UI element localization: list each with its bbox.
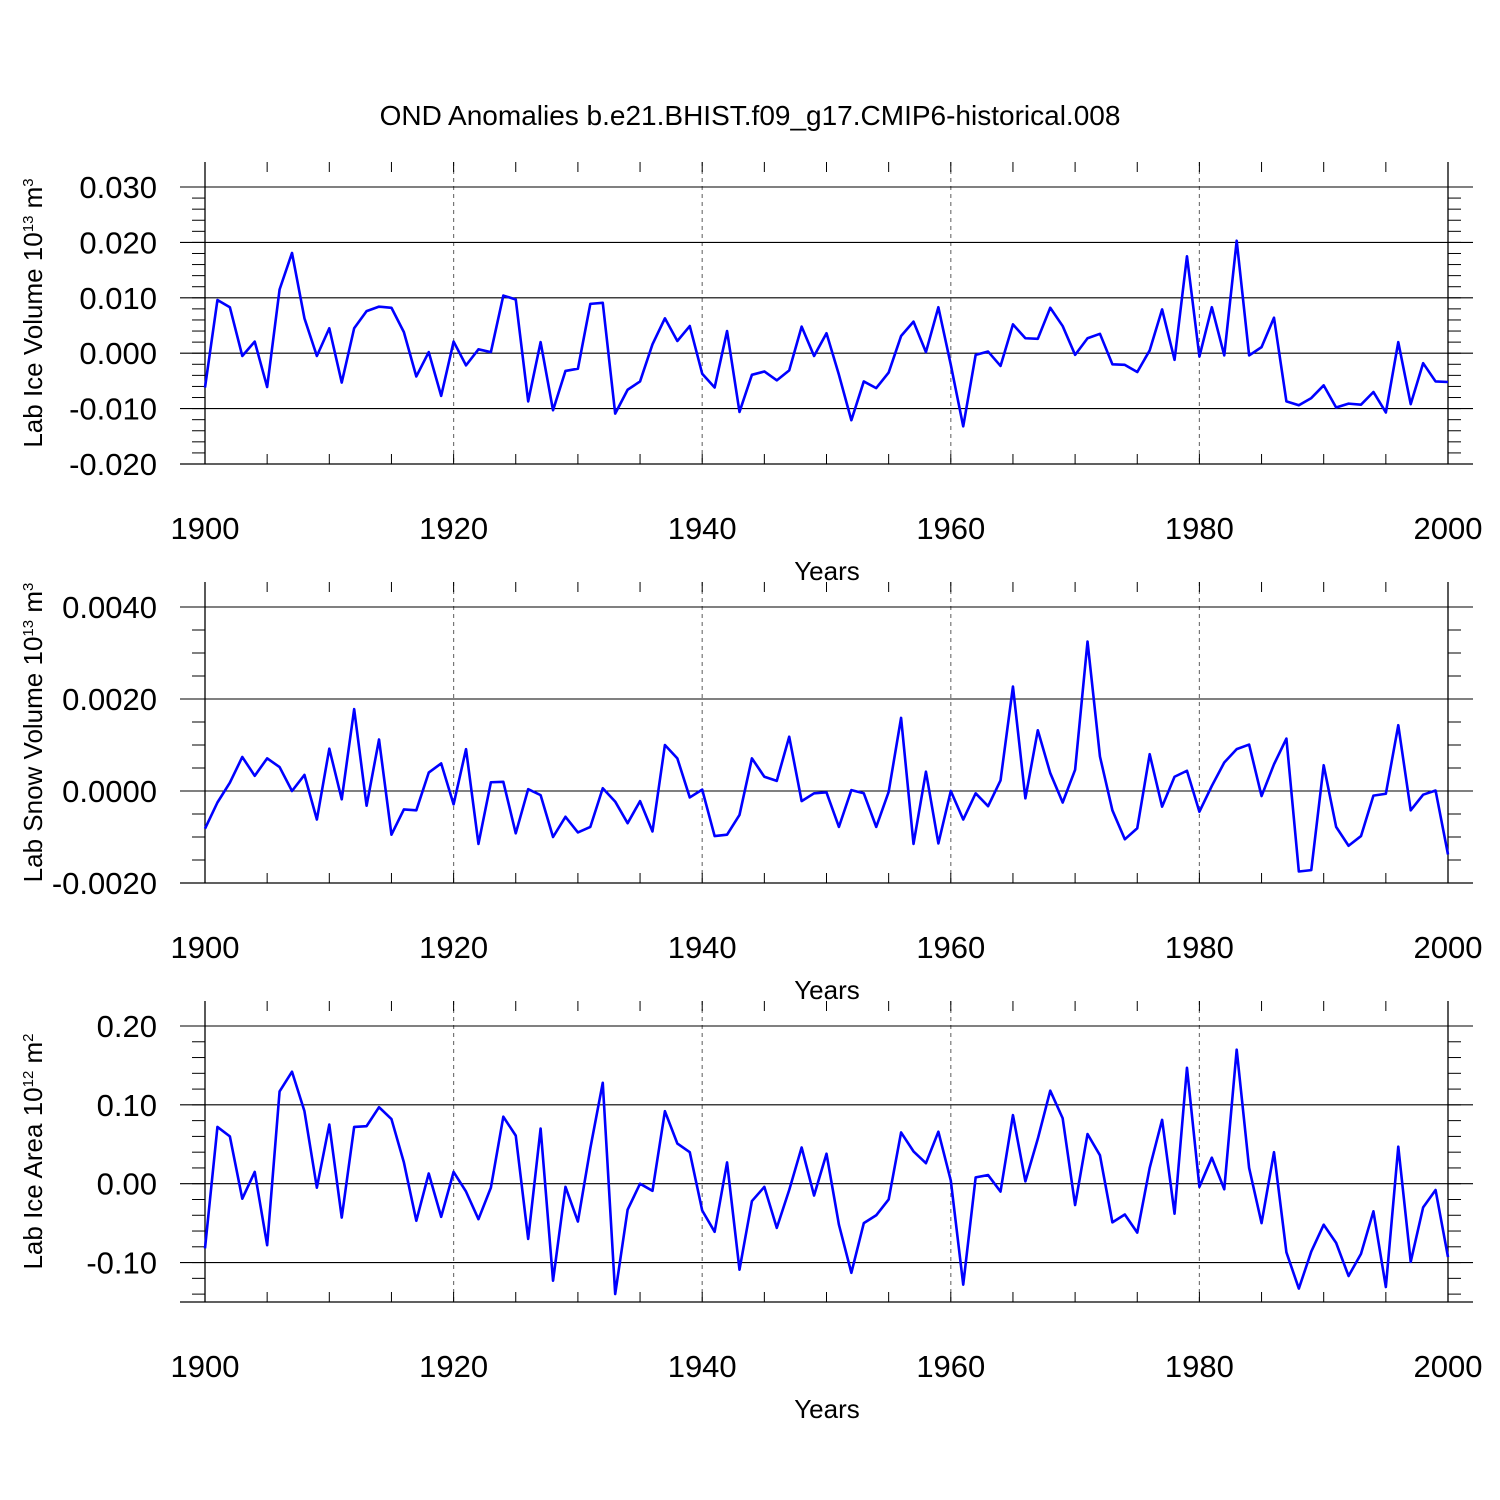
y-tick-label: 0.10 xyxy=(97,1088,157,1123)
x-tick-label: 1960 xyxy=(916,511,985,546)
x-tick-label: 1960 xyxy=(916,1349,985,1384)
x-tick-label: 2000 xyxy=(1414,511,1483,546)
x-tick-label: 1940 xyxy=(668,1349,737,1384)
y-axis-title-superscript: 2 xyxy=(20,1033,37,1041)
x-tick-label: 1940 xyxy=(668,930,737,965)
x-axis-title: Years xyxy=(794,1394,860,1424)
x-tick-label: 1940 xyxy=(668,511,737,546)
x-tick-label: 1900 xyxy=(171,1349,240,1384)
x-tick-label: 2000 xyxy=(1414,1349,1483,1384)
x-tick-label: 2000 xyxy=(1414,930,1483,965)
x-tick-label: 1980 xyxy=(1165,1349,1234,1384)
series-line-ice-area xyxy=(203,1048,1450,1296)
chart-title: OND Anomalies b.e21.BHIST.f09_g17.CMIP6-… xyxy=(380,100,1121,131)
x-axis-title: Years xyxy=(794,556,860,586)
y-axis-title-part: m xyxy=(18,1042,48,1071)
y-tick-label: 0.010 xyxy=(79,281,157,316)
y-tick-label: -0.020 xyxy=(69,447,157,482)
x-tick-label: 1900 xyxy=(171,511,240,546)
x-tick-label: 1920 xyxy=(419,930,488,965)
series-line-snow-volume xyxy=(203,640,1450,873)
panel-ice-volume: 1900 1920 1940 1960 1980 2000 -0.020 -0.010 0.00… xyxy=(18,162,1482,586)
y-axis-title: Lab Snow Volume 1013 m3 xyxy=(18,583,48,883)
x-tick-label: 1900 xyxy=(171,930,240,965)
series-line-ice-volume xyxy=(203,239,1449,428)
y-axis-title-part: m xyxy=(18,591,48,620)
x-tick-label: 1920 xyxy=(419,511,488,546)
y-axis-title: Lab Ice Volume 1013 m3 xyxy=(18,178,48,447)
y-tick-label: 0.030 xyxy=(79,170,157,205)
y-tick-label: -0.010 xyxy=(69,392,157,427)
x-tick-label: 1960 xyxy=(916,930,985,965)
x-tick-label: 1980 xyxy=(1165,511,1234,546)
y-tick-label: -0.0020 xyxy=(52,866,157,901)
y-axis-title-superscript: 13 xyxy=(20,620,37,637)
y-tick-label: 0.020 xyxy=(79,225,157,260)
y-tick-label: 0.00 xyxy=(97,1167,157,1202)
y-axis-title-part: Lab Ice Area 10 xyxy=(18,1087,48,1269)
y-axis-title-superscript: 12 xyxy=(20,1071,37,1088)
y-tick-label: 0.0020 xyxy=(62,682,157,717)
x-axis-title: Years xyxy=(794,975,860,1005)
y-axis-title-part: m xyxy=(18,187,48,216)
y-axis-title-superscript: 13 xyxy=(20,216,37,233)
y-axis-title-superscript: 3 xyxy=(20,178,37,186)
x-tick-label: 1980 xyxy=(1165,930,1234,965)
y-tick-label: 0.0040 xyxy=(62,590,157,625)
y-axis-title: Lab Ice Area 1012 m2 xyxy=(18,1033,48,1269)
x-tick-label: 1920 xyxy=(419,1349,488,1384)
panel-ice-area: 1900 1920 1940 1960 1980 2000 -0.10 0.00 0.10 0.2… xyxy=(18,1001,1482,1424)
y-tick-label: -0.10 xyxy=(86,1246,157,1281)
y-tick-label: 0.000 xyxy=(79,336,157,371)
y-axis-title-part: Lab Snow Volume 10 xyxy=(18,637,48,883)
y-axis-title-part: Lab Ice Volume 10 xyxy=(18,232,48,447)
y-tick-label: 0.20 xyxy=(97,1009,157,1044)
y-tick-label: 0.0000 xyxy=(62,774,157,809)
y-axis-title-superscript: 3 xyxy=(20,583,37,591)
panel-snow-volume: 1900 1920 1940 1960 1980 2000 -0.0020 0.0000 0.0… xyxy=(18,582,1482,1005)
